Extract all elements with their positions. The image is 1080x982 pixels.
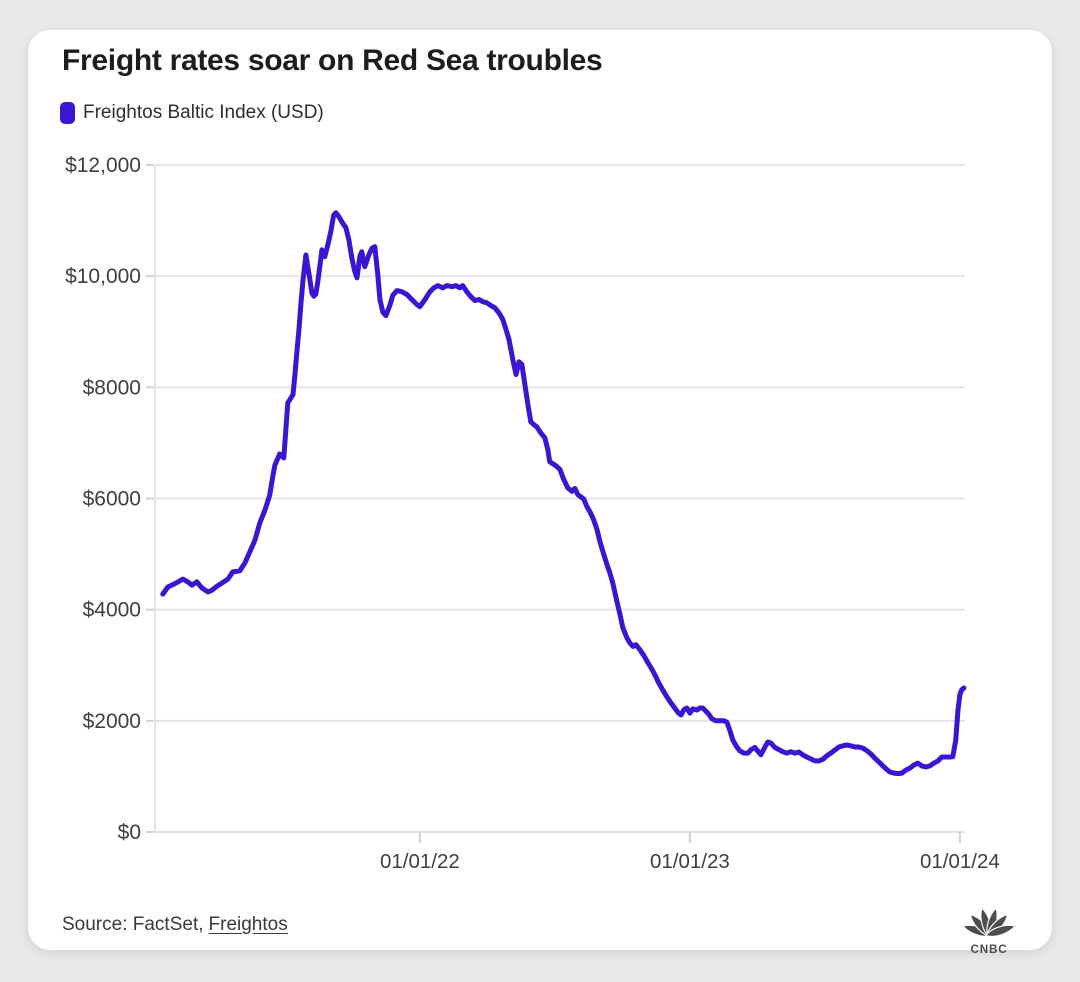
- x-tick-label: 01/01/24: [920, 850, 1000, 873]
- cnbc-logo: CNBC: [961, 896, 1017, 958]
- series-line: [160, 210, 967, 777]
- source-line: Source: FactSet, Freightos: [62, 914, 288, 936]
- chart-card: Freight rates soar on Red Sea troubles F…: [28, 30, 1052, 956]
- y-tick-label: $12,000: [65, 154, 141, 177]
- y-tick-label: $8000: [83, 376, 141, 399]
- chart-title: Freight rates soar on Red Sea troubles: [62, 44, 603, 77]
- legend: Freightos Baltic Index (USD): [60, 102, 324, 124]
- y-tick-label: $2000: [83, 710, 141, 733]
- x-tick-label: 01/01/23: [650, 850, 730, 873]
- y-tick-label: $0: [118, 821, 141, 844]
- y-tick-label: $4000: [83, 599, 141, 622]
- cnbc-peacock-icon: CNBC: [961, 906, 1017, 956]
- source-text: Source: FactSet,: [62, 914, 204, 935]
- x-tick-label: 01/01/22: [380, 850, 460, 873]
- legend-label: Freightos Baltic Index (USD): [83, 102, 324, 123]
- y-tick-label: $6000: [83, 488, 141, 511]
- cnbc-logo-text: CNBC: [970, 943, 1007, 956]
- y-tick-label: $10,000: [65, 265, 141, 288]
- legend-swatch-icon: [60, 102, 75, 124]
- source-link[interactable]: Freightos: [208, 914, 288, 935]
- line-chart: $0 $2000 $4000 $6000 $8000 $10,000 $12,000 01/0…: [65, 154, 1000, 873]
